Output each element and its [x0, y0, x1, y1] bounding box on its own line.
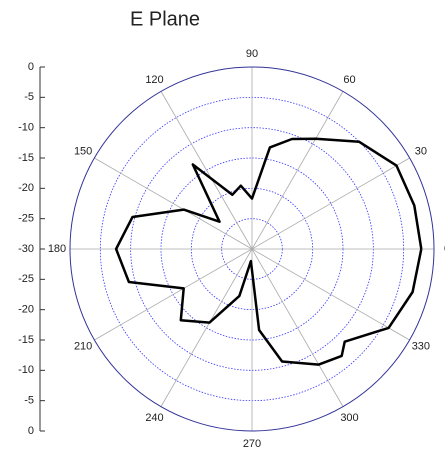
spoke: [94, 248, 253, 341]
radial-tick-label: 0: [28, 61, 34, 73]
spoke: [251, 91, 344, 250]
spoke: [251, 157, 410, 250]
radial-tick-label: -20: [18, 182, 34, 194]
spoke: [160, 248, 253, 407]
radial-tick-label: -30: [18, 243, 34, 255]
radial-tick-label: -25: [18, 273, 34, 285]
angle-label: 240: [145, 412, 163, 424]
angle-label: 300: [340, 412, 358, 424]
spoke: [251, 248, 410, 341]
radial-tick-label: -10: [18, 364, 34, 376]
spoke: [94, 157, 253, 250]
radial-tick-label: -15: [18, 334, 34, 346]
angle-label: 330: [412, 340, 430, 352]
radial-tick-label: -15: [18, 152, 34, 164]
angle-label: 30: [415, 145, 427, 157]
radial-tick-label: -5: [24, 395, 34, 407]
angle-label: 60: [343, 74, 355, 86]
chart-title: E Plane: [130, 8, 200, 30]
angle-label: 180: [48, 243, 66, 255]
spoke: [160, 91, 253, 250]
spoke: [251, 248, 344, 407]
angle-label: 210: [74, 340, 92, 352]
angle-label: 120: [145, 74, 163, 86]
pattern-line: [114, 137, 423, 366]
angle-label: 270: [243, 438, 261, 450]
radial-tick-label: -25: [18, 213, 34, 225]
angle-label: 150: [74, 145, 92, 157]
angle-label: 90: [246, 48, 258, 60]
radial-tick-label: -5: [24, 91, 34, 103]
radial-tick-label: -10: [18, 122, 34, 134]
angle-label: 0: [444, 243, 445, 255]
outer-circle: [69, 66, 435, 432]
radial-tick-label: 0: [28, 425, 34, 437]
radial-tick-label: -20: [18, 304, 34, 316]
